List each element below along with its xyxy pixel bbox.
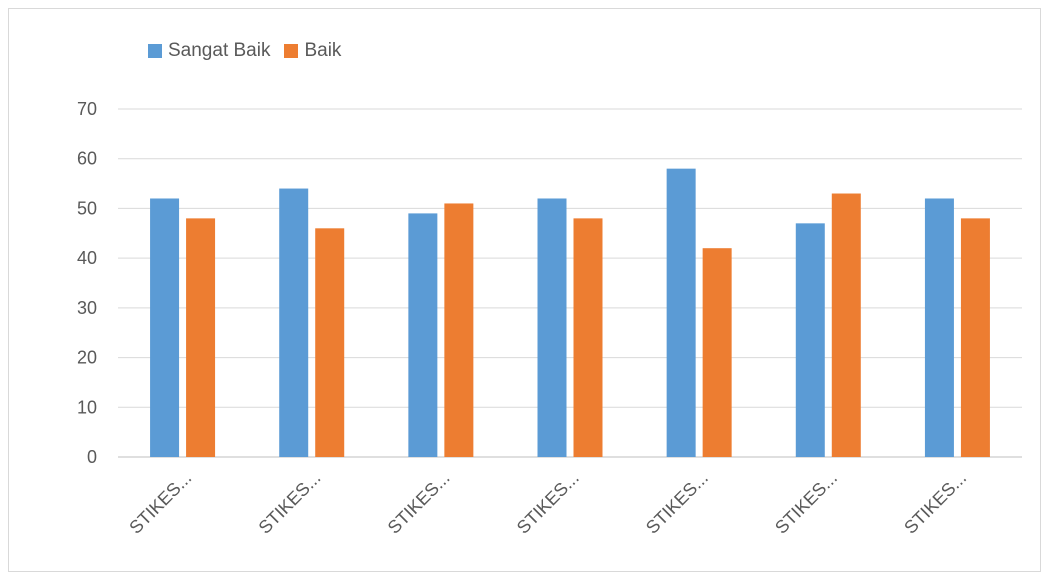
legend-item-baik: Baik [284,40,341,62]
legend-label-sangat-baik: Sangat Baik [168,40,271,61]
x-tick-label: STIKES... [642,468,712,538]
bar-sangat-baik [924,198,954,457]
x-tick-label: STIKES... [900,468,970,538]
y-tick-label: 60 [77,149,97,169]
legend-swatch-baik [284,44,299,58]
bar-sangat-baik [150,198,180,457]
y-tick-label: 70 [77,99,97,119]
y-tick-label: 10 [77,397,97,417]
legend-item-sangat-baik: Sangat Baik [148,40,270,62]
bar-baik [573,218,603,457]
bar-baik [315,228,345,457]
x-tick-label: STIKES... [513,468,583,538]
bar-sangat-baik [408,213,438,457]
bar-sangat-baik [279,188,309,458]
y-tick-label: 50 [77,198,97,218]
bar-sangat-baik [537,198,567,457]
legend-label-baik: Baik [304,40,342,61]
y-tick-label: 20 [77,348,97,368]
x-tick-label: STIKES... [255,468,325,538]
bar-baik [702,248,732,457]
bar-baik [960,218,990,457]
legend-swatch-sangat-baik [148,44,162,58]
x-tick-label: STIKES... [771,468,841,538]
y-tick-label: 30 [77,298,97,318]
bar-sangat-baik [795,223,825,457]
y-tick-label: 0 [87,447,97,467]
bar-baik [186,218,216,457]
chart-frame [8,8,1041,572]
bar-baik [444,203,474,457]
bar-baik [831,193,861,457]
x-tick-label: STIKES... [125,468,195,538]
x-tick-label: STIKES... [384,468,454,538]
legend: Sangat Baik Baik [148,40,355,62]
bar-sangat-baik [666,168,696,457]
y-tick-label: 40 [77,248,97,268]
